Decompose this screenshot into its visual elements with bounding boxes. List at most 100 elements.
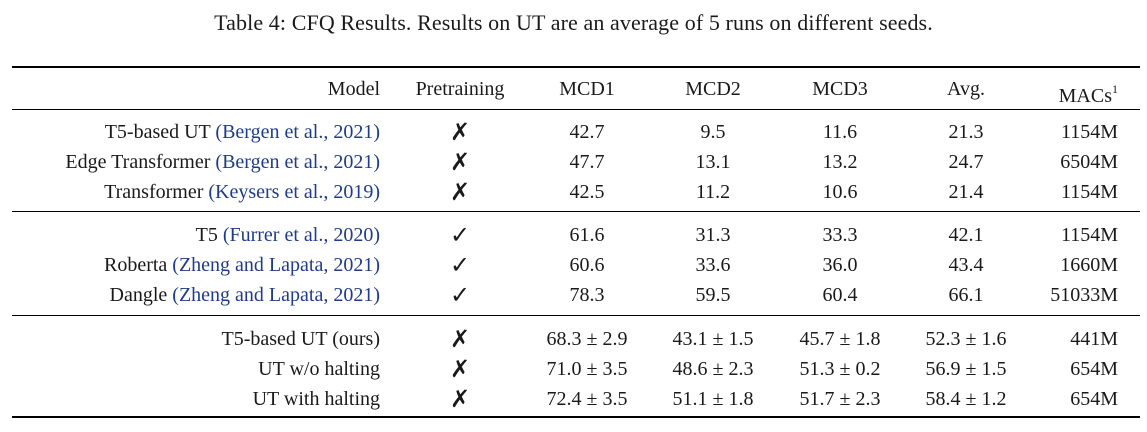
header-avg: Avg. bbox=[947, 78, 985, 100]
model-name: UT w/o halting bbox=[258, 358, 380, 380]
table-row: UT with halting ✗ 72.4 ± 3.5 51.1 ± 1.8 51.7… bbox=[0, 384, 1147, 414]
citation-link[interactable]: (Keysers et al., 2019) bbox=[208, 181, 380, 203]
citation-link[interactable]: (Zheng and Lapata, 2021) bbox=[172, 254, 380, 276]
table-row: UT w/o halting ✗ 71.0 ± 3.5 48.6 ± 2.3 51.3 … bbox=[0, 354, 1147, 384]
mcd1-cell: 68.3 ± 2.9 bbox=[546, 328, 628, 350]
mcd3-cell: 13.2 bbox=[822, 151, 858, 173]
check-mark-icon: ✓ bbox=[449, 251, 471, 279]
cross-mark-icon: ✗ bbox=[449, 355, 471, 383]
mcd2-cell: 43.1 ± 1.5 bbox=[672, 328, 754, 350]
mcd3-cell: 10.6 bbox=[822, 181, 858, 203]
footnote-marker: 1 bbox=[1112, 82, 1118, 96]
cross-mark-icon: ✗ bbox=[449, 385, 471, 413]
macs-cell: 1154M bbox=[1060, 224, 1118, 246]
mcd1-cell: 42.7 bbox=[569, 121, 605, 143]
mcd2-cell: 59.5 bbox=[695, 284, 731, 306]
mcd1-cell: 71.0 ± 3.5 bbox=[546, 358, 628, 380]
mcd3-cell: 60.4 bbox=[822, 284, 858, 306]
mcd2-cell: 51.1 ± 1.8 bbox=[672, 388, 754, 410]
header-macs: MACs1 bbox=[1059, 74, 1118, 111]
table-header: Model Pretraining MCD1 MCD2 MCD3 Avg. MA… bbox=[0, 74, 1147, 107]
avg-cell: 56.9 ± 1.5 bbox=[925, 358, 1007, 380]
model-cell: Dangle (Zheng and Lapata, 2021) bbox=[110, 280, 380, 310]
model-name: T5 bbox=[195, 224, 218, 246]
avg-cell: 21.4 bbox=[948, 181, 984, 203]
macs-cell: 441M bbox=[1070, 328, 1118, 350]
model-cell: UT with halting bbox=[253, 384, 380, 414]
model-cell: Roberta (Zheng and Lapata, 2021) bbox=[104, 250, 380, 280]
mcd2-cell: 9.5 bbox=[700, 121, 726, 143]
table-row: T5-based UT (Bergen et al., 2021) ✗ 42.7 9.… bbox=[0, 117, 1147, 147]
mcd1-cell: 78.3 bbox=[569, 284, 605, 306]
avg-cell: 24.7 bbox=[948, 151, 984, 173]
mcd3-cell: 45.7 ± 1.8 bbox=[799, 328, 881, 350]
citation-link[interactable]: (Bergen et al., 2021) bbox=[215, 121, 380, 143]
table-row: Edge Transformer (Bergen et al., 2021) ✗ 4… bbox=[0, 147, 1147, 177]
macs-cell: 6504M bbox=[1060, 151, 1118, 173]
check-mark-icon: ✓ bbox=[449, 281, 471, 309]
mcd2-cell: 13.1 bbox=[695, 151, 731, 173]
header-mcd1: MCD1 bbox=[559, 78, 615, 100]
avg-cell: 21.3 bbox=[948, 121, 984, 143]
model-cell: Edge Transformer (Bergen et al., 2021) bbox=[65, 147, 380, 177]
macs-cell: 1154M bbox=[1060, 181, 1118, 203]
header-model: Model bbox=[327, 78, 380, 100]
model-name: T5-based UT bbox=[104, 121, 211, 143]
model-name: Roberta bbox=[103, 254, 168, 276]
mcd2-cell: 33.6 bbox=[695, 254, 731, 276]
mcd1-cell: 47.7 bbox=[569, 151, 605, 173]
model-name: Edge Transformer bbox=[65, 151, 211, 173]
mcd3-cell: 33.3 bbox=[822, 224, 858, 246]
model-cell: UT w/o halting bbox=[258, 354, 380, 384]
mcd1-cell: 72.4 ± 3.5 bbox=[546, 388, 628, 410]
check-mark-icon: ✓ bbox=[449, 221, 471, 249]
mcd2-cell: 31.3 bbox=[695, 224, 731, 246]
table-row: Dangle (Zheng and Lapata, 2021) ✓ 78.3 59.5… bbox=[0, 280, 1147, 310]
avg-cell: 43.4 bbox=[948, 254, 984, 276]
table-row: T5 (Furrer et al., 2020) ✓ 61.6 31.3 33.3 42.… bbox=[0, 220, 1147, 250]
table-row: Roberta (Zheng and Lapata, 2021) ✓ 60.6 33.… bbox=[0, 250, 1147, 280]
mcd3-cell: 51.7 ± 2.3 bbox=[799, 388, 881, 410]
table-caption: Table 4: CFQ Results. Results on UT are … bbox=[214, 10, 933, 35]
macs-cell: 654M bbox=[1070, 388, 1118, 410]
group-rule-1 bbox=[12, 211, 1140, 212]
model-cell: T5 (Furrer et al., 2020) bbox=[196, 220, 380, 250]
header-mcd3: MCD3 bbox=[812, 78, 868, 100]
citation-link[interactable]: (Furrer et al., 2020) bbox=[222, 224, 380, 246]
model-name: Dangle bbox=[109, 284, 168, 306]
mcd3-cell: 51.3 ± 0.2 bbox=[799, 358, 881, 380]
macs-cell: 654M bbox=[1070, 358, 1118, 380]
mcd2-cell: 11.2 bbox=[695, 181, 731, 203]
model-cell: Transformer (Keysers et al., 2019) bbox=[104, 177, 380, 207]
model-name: Transformer bbox=[104, 181, 204, 203]
cross-mark-icon: ✗ bbox=[449, 118, 471, 146]
header-mcd2: MCD2 bbox=[685, 78, 741, 100]
avg-cell: 42.1 bbox=[948, 224, 984, 246]
macs-cell: 1154M bbox=[1060, 121, 1118, 143]
mcd1-cell: 61.6 bbox=[569, 224, 605, 246]
avg-cell: 66.1 bbox=[948, 284, 984, 306]
header-rule bbox=[12, 109, 1140, 110]
model-cell: T5-based UT (ours) bbox=[222, 324, 380, 354]
group-rule-2 bbox=[12, 315, 1140, 316]
citation-link[interactable]: (Zheng and Lapata, 2021) bbox=[172, 284, 380, 306]
top-rule bbox=[12, 66, 1140, 68]
citation-link[interactable]: (Bergen et al., 2021) bbox=[215, 151, 380, 173]
table-row: Transformer (Keysers et al., 2019) ✗ 42.5 1… bbox=[0, 177, 1147, 207]
avg-cell: 58.4 ± 1.2 bbox=[925, 388, 1007, 410]
model-cell: T5-based UT (Bergen et al., 2021) bbox=[105, 117, 380, 147]
model-name: T5-based UT (ours) bbox=[221, 328, 380, 350]
cross-mark-icon: ✗ bbox=[449, 325, 471, 353]
mcd1-cell: 42.5 bbox=[569, 181, 605, 203]
mcd3-cell: 36.0 bbox=[822, 254, 858, 276]
cross-mark-icon: ✗ bbox=[449, 178, 471, 206]
bottom-rule bbox=[12, 416, 1140, 418]
avg-cell: 52.3 ± 1.6 bbox=[925, 328, 1007, 350]
cross-mark-icon: ✗ bbox=[449, 148, 471, 176]
macs-cell: 1660M bbox=[1060, 254, 1118, 276]
mcd1-cell: 60.6 bbox=[569, 254, 605, 276]
table-row: T5-based UT (ours) ✗ 68.3 ± 2.9 43.1 ± 1.5 4… bbox=[0, 324, 1147, 354]
mcd2-cell: 48.6 ± 2.3 bbox=[672, 358, 754, 380]
header-pretraining: Pretraining bbox=[415, 78, 505, 100]
